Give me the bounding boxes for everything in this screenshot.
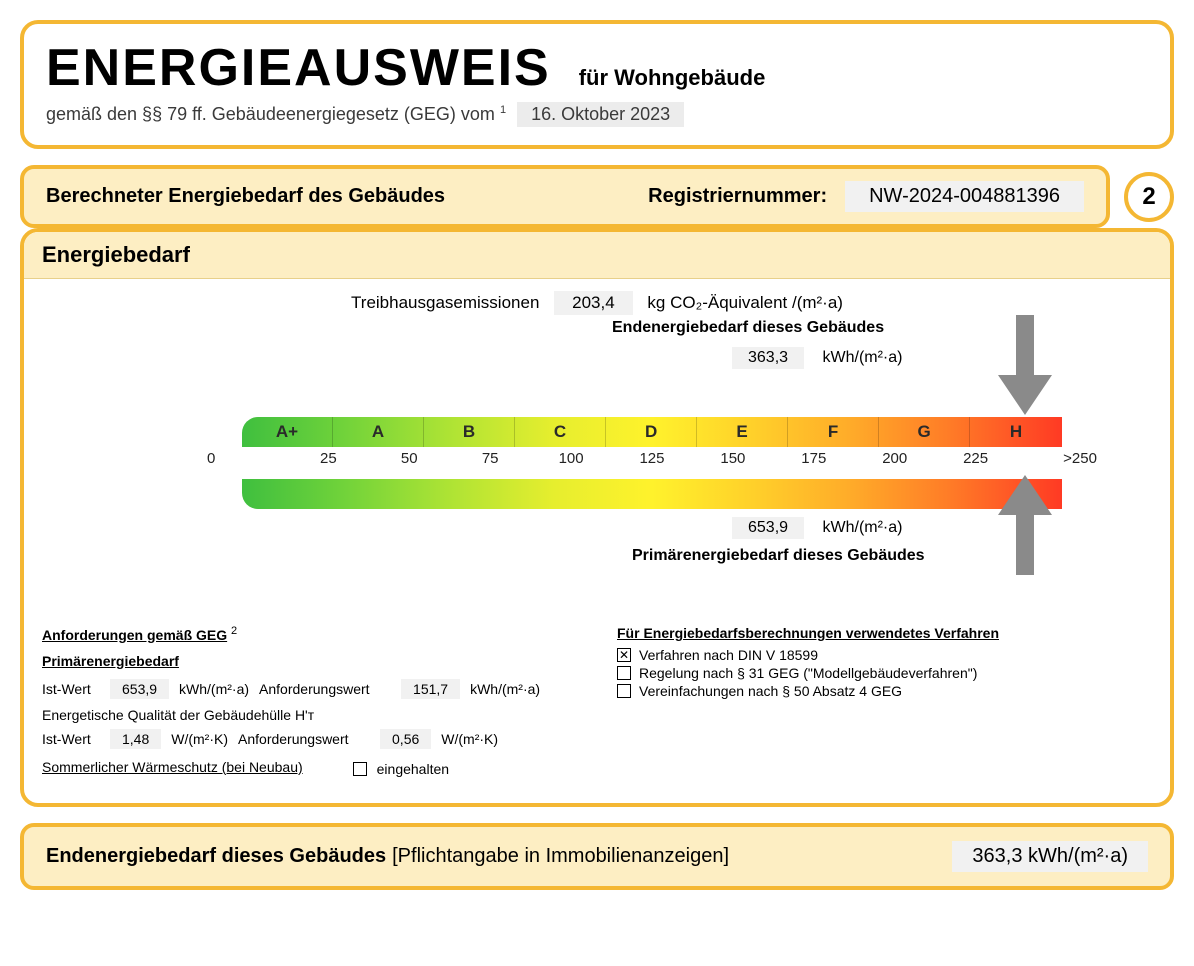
summer-heading: Sommerlicher Wärmeschutz (bei Neubau) xyxy=(42,759,303,775)
tick-row: 0255075100125150175200225>250 xyxy=(207,450,1097,467)
envelope-row: Ist-Wert 1,48 W/(m²·K) Anforderungswert … xyxy=(42,729,577,749)
pointer-top-unit: kWh/(m²·a) xyxy=(823,349,903,366)
scale-bar-top xyxy=(242,417,1062,447)
env-ist-unit: W/(m²·K) xyxy=(171,731,228,747)
tick-2: 50 xyxy=(369,450,450,467)
tick-3: 75 xyxy=(450,450,531,467)
info-bar-row: Berechneter Energiebedarf des Gebäudes R… xyxy=(20,165,1174,228)
pointer-bottom-unit: kWh/(m²·a) xyxy=(823,519,903,536)
anf-label-1: Anforderungswert xyxy=(259,681,391,697)
page-number-circle: 2 xyxy=(1124,172,1174,222)
legal-sup: 1 xyxy=(500,104,506,116)
legal-date: 16. Oktober 2023 xyxy=(517,102,684,127)
footer-value: 363,3 kWh/(m²·a) xyxy=(952,841,1148,872)
tick-0: 0 xyxy=(207,450,288,467)
method-label-2: Vereinfachungen nach § 50 Absatz 4 GEG xyxy=(639,683,902,699)
header-panel: ENERGIEAUSWEIS für Wohngebäude gemäß den… xyxy=(20,20,1174,149)
primary-anf-value: 151,7 xyxy=(401,679,460,699)
pointer-top-value: 363,3 xyxy=(732,347,804,369)
tick-5: 125 xyxy=(612,450,693,467)
method-checkbox-0: ✕ xyxy=(617,648,631,662)
method-checkbox-1 xyxy=(617,666,631,680)
method-column: Für Energiebedarfsberechnungen verwendet… xyxy=(617,625,1152,785)
ghg-label: Treibhausgasemissionen xyxy=(351,293,539,312)
primary-energy-heading: Primärenergiebedarf xyxy=(42,653,179,669)
method-label-0: Verfahren nach DIN V 18599 xyxy=(639,647,818,663)
method-option-1: Regelung nach § 31 GEG ("Modellgebäudeve… xyxy=(617,665,1152,681)
tick-4: 100 xyxy=(531,450,612,467)
info-bar: Berechneter Energiebedarf des Gebäudes R… xyxy=(20,165,1110,228)
summer-row: Sommerlicher Wärmeschutz (bei Neubau) ei… xyxy=(42,759,577,779)
method-label-1: Regelung nach § 31 GEG ("Modellgebäudeve… xyxy=(639,665,977,681)
energy-scale: Endenergiebedarf dieses Gebäudes 363,3 k… xyxy=(92,355,1102,585)
energy-panel: Energiebedarf Treibhausgasemissionen 203… xyxy=(20,228,1174,807)
legal-basis: gemäß den §§ 79 ff. Gebäudeenergiegesetz… xyxy=(46,102,1148,127)
env-anf-unit: W/(m²·K) xyxy=(441,731,498,747)
pointer-top-value-line: 363,3 kWh/(m²·a) xyxy=(732,347,902,369)
anf-label-2: Anforderungswert xyxy=(238,731,370,747)
primary-ist-value: 653,9 xyxy=(110,679,169,699)
tick-9: 225 xyxy=(935,450,1016,467)
pointer-top-arrow-icon xyxy=(995,315,1055,415)
ghg-row: Treibhausgasemissionen 203,4 kg CO₂-Äqui… xyxy=(42,291,1152,315)
pointer-bottom-value-line: 653,9 kWh/(m²·a) xyxy=(732,517,902,539)
requirements-heading-sup: 2 xyxy=(231,625,237,637)
ghg-unit: kg CO₂-Äquivalent /(m²·a) xyxy=(647,293,843,312)
pointer-bottom-title: Primärenergiebedarf dieses Gebäudes xyxy=(632,547,925,565)
pointer-bottom-arrow-icon xyxy=(995,475,1055,575)
registration-number: NW-2024-004881396 xyxy=(845,181,1084,212)
legal-prefix: gemäß den §§ 79 ff. Gebäudeenergiegesetz… xyxy=(46,104,495,124)
tick-1: 25 xyxy=(288,450,369,467)
method-option-0: ✕ Verfahren nach DIN V 18599 xyxy=(617,647,1152,663)
summer-checkbox xyxy=(353,762,367,776)
primary-ist-unit: kWh/(m²·a) xyxy=(179,681,249,697)
tick-7: 175 xyxy=(773,450,854,467)
doc-title: ENERGIEAUSWEIS xyxy=(46,38,551,98)
registration-label: Registriernummer: xyxy=(648,185,827,208)
primary-energy-row: Ist-Wert 653,9 kWh/(m²·a) Anforderungswe… xyxy=(42,679,577,699)
tick-10: >250 xyxy=(1016,450,1097,467)
method-checkbox-2 xyxy=(617,684,631,698)
method-heading: Für Energiebedarfsberechnungen verwendet… xyxy=(617,625,999,641)
method-option-2: Vereinfachungen nach § 50 Absatz 4 GEG xyxy=(617,683,1152,699)
footer-title: Endenergiebedarf dieses Gebäudes xyxy=(46,845,386,868)
info-left-label: Berechneter Energiebedarf des Gebäudes xyxy=(46,185,648,208)
env-ist-value: 1,48 xyxy=(110,729,161,749)
pointer-bottom-value: 653,9 xyxy=(732,517,804,539)
requirements-column: Anforderungen gemäß GEG 2 Primärenergieb… xyxy=(42,625,577,785)
page-number: 2 xyxy=(1142,183,1155,211)
env-anf-value: 0,56 xyxy=(380,729,431,749)
footer-bar: Endenergiebedarf dieses Gebäudes [Pflich… xyxy=(20,823,1174,890)
scale-bar-bottom xyxy=(242,479,1062,509)
requirements-heading: Anforderungen gemäß GEG xyxy=(42,627,227,643)
energy-section-title: Energiebedarf xyxy=(24,232,1170,279)
summer-label: eingehalten xyxy=(377,761,449,777)
primary-anf-unit: kWh/(m²·a) xyxy=(470,681,540,697)
ist-label-2: Ist-Wert xyxy=(42,731,100,747)
ist-label-1: Ist-Wert xyxy=(42,681,100,697)
details-grid: Anforderungen gemäß GEG 2 Primärenergieb… xyxy=(42,625,1152,785)
footer-note: [Pflichtangabe in Immobilienanzeigen] xyxy=(392,845,729,868)
envelope-heading: Energetische Qualität der Gebäudehülle H… xyxy=(42,707,577,723)
ghg-value: 203,4 xyxy=(554,291,633,315)
tick-8: 200 xyxy=(854,450,935,467)
doc-subtitle: für Wohngebäude xyxy=(579,65,766,91)
pointer-top-title: Endenergiebedarf dieses Gebäudes xyxy=(612,319,884,337)
tick-6: 150 xyxy=(692,450,773,467)
